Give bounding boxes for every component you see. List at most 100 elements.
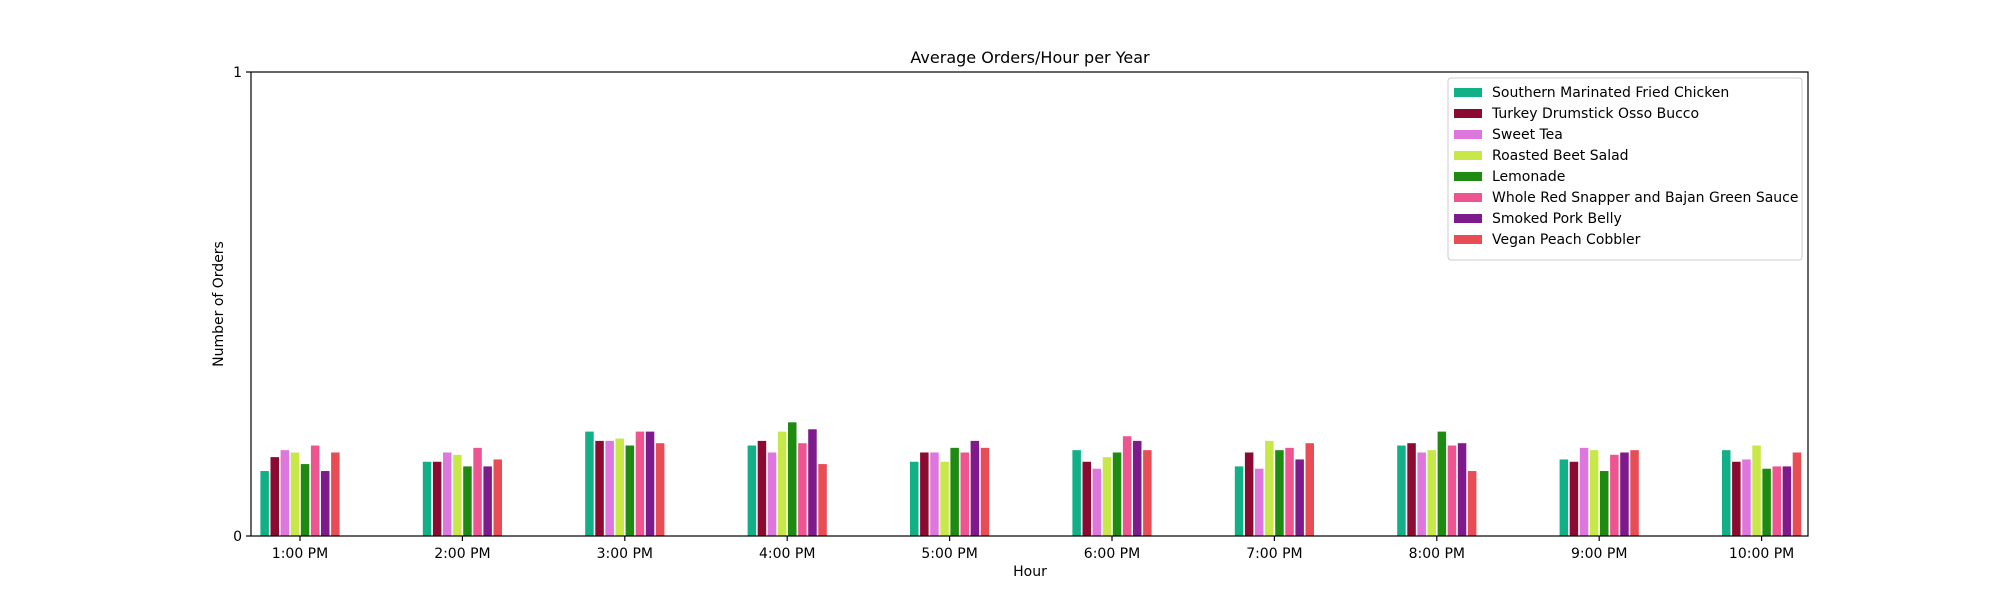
bar-smoked-pork-belly-7 [1457,443,1467,536]
legend-swatch [1454,235,1482,244]
bar-turkey-drumstick-osso-bucco-8 [1569,461,1579,536]
bar-lemonade-5 [1112,452,1122,536]
bar-southern-marinated-fried-chicken-5 [1072,450,1081,536]
legend-swatch [1454,172,1482,181]
bar-turkey-drumstick-osso-bucco-2 [595,440,604,536]
bar-roasted-beet-salad-2 [615,438,624,536]
bar-lemonade-6 [1275,450,1284,536]
bar-vegan-peach-cobbler-7 [1467,471,1477,536]
bar-lemonade-4 [950,447,959,536]
bar-roasted-beet-salad-6 [1265,440,1274,536]
x-tick-label: 9:00 PM [1571,546,1627,562]
bar-whole-red-snapper-and-bajan-green-sauce-0 [310,445,320,536]
bar-turkey-drumstick-osso-bucco-5 [1082,461,1091,536]
bar-lemonade-2 [625,445,635,536]
x-axis-label: Hour [1013,564,1047,580]
bar-roasted-beet-salad-9 [1752,445,1761,536]
bar-whole-red-snapper-and-bajan-green-sauce-5 [1122,436,1132,536]
bar-whole-red-snapper-and-bajan-green-sauce-2 [635,431,645,536]
legend-label: Roasted Beet Salad [1492,148,1629,164]
x-tick-label: 5:00 PM [921,546,977,562]
bar-smoked-pork-belly-9 [1782,466,1792,536]
bar-turkey-drumstick-osso-bucco-0 [270,457,279,536]
x-tick-label: 8:00 PM [1409,546,1465,562]
legend-label: Lemonade [1492,169,1565,185]
bar-southern-marinated-fried-chicken-3 [747,445,757,536]
bar-turkey-drumstick-osso-bucco-4 [920,452,929,536]
bar-turkey-drumstick-osso-bucco-1 [432,461,442,536]
bar-southern-marinated-fried-chicken-7 [1397,445,1406,536]
bar-sweet-tea-4 [930,452,939,536]
legend-swatch [1454,130,1482,139]
bar-whole-red-snapper-and-bajan-green-sauce-8 [1610,454,1619,536]
bar-turkey-drumstick-osso-bucco-3 [757,440,767,536]
bar-whole-red-snapper-and-bajan-green-sauce-7 [1447,445,1457,536]
bar-sweet-tea-0 [280,450,290,536]
legend-swatch [1454,109,1482,118]
bar-sweet-tea-6 [1255,468,1264,536]
bar-southern-marinated-fried-chicken-1 [422,461,432,536]
bar-vegan-peach-cobbler-1 [493,459,502,536]
legend-label: Whole Red Snapper and Bajan Green Sauce [1492,190,1798,206]
bar-smoked-pork-belly-2 [645,431,655,536]
bar-sweet-tea-7 [1417,452,1426,536]
y-axis-label: Number of Orders [211,241,227,367]
legend-label: Turkey Drumstick Osso Bucco [1491,106,1699,122]
legend: Southern Marinated Fried Chicken Turkey D… [1447,77,1803,261]
legend-swatch [1454,193,1482,202]
plot-frame [250,71,1809,537]
bar-lemonade-7 [1437,431,1447,536]
y-axis-ticks: 01 [233,65,251,545]
bar-whole-red-snapper-and-bajan-green-sauce-9 [1772,466,1781,536]
bar-sweet-tea-8 [1579,447,1589,536]
x-tick-label: 6:00 PM [1084,546,1140,562]
legend-label: Sweet Tea [1492,127,1563,143]
bar-roasted-beet-salad-7 [1427,450,1436,536]
bar-lemonade-0 [300,464,310,536]
bar-whole-red-snapper-and-bajan-green-sauce-4 [960,452,969,536]
bar-sweet-tea-1 [443,452,452,536]
x-tick-label: 10:00 PM [1729,546,1794,562]
bar-lemonade-1 [463,466,472,536]
x-tick-label: 3:00 PM [597,546,653,562]
bar-lemonade-8 [1600,471,1609,536]
bar-smoked-pork-belly-6 [1295,459,1304,536]
bar-southern-marinated-fried-chicken-9 [1722,450,1731,536]
y-tick-label: 1 [233,65,242,81]
legend-frame [1447,77,1803,261]
bar-southern-marinated-fried-chicken-0 [260,471,269,536]
bar-vegan-peach-cobbler-0 [331,452,340,536]
bar-roasted-beet-salad-0 [290,452,300,536]
x-tick-label: 7:00 PM [1246,546,1302,562]
x-tick-label: 4:00 PM [759,546,815,562]
bar-whole-red-snapper-and-bajan-green-sauce-1 [473,447,482,536]
bar-smoked-pork-belly-1 [483,466,492,536]
bar-southern-marinated-fried-chicken-4 [910,461,919,536]
legend-label: Vegan Peach Cobbler [1492,232,1641,248]
bar-smoked-pork-belly-0 [321,471,330,536]
bar-southern-marinated-fried-chicken-8 [1559,459,1569,536]
bar-smoked-pork-belly-4 [970,440,980,536]
bar-roasted-beet-salad-8 [1589,450,1599,536]
x-tick-label: 1:00 PM [272,546,328,562]
bar-turkey-drumstick-osso-bucco-6 [1244,452,1254,536]
bar-southern-marinated-fried-chicken-6 [1234,466,1244,536]
bar-smoked-pork-belly-5 [1133,440,1142,536]
bar-whole-red-snapper-and-bajan-green-sauce-6 [1285,447,1294,536]
bar-sweet-tea-5 [1092,468,1102,536]
legend-swatch [1454,88,1482,97]
bar-roasted-beet-salad-1 [453,454,462,536]
bar-vegan-peach-cobbler-3 [818,464,827,536]
bars-group [260,422,1802,536]
bar-vegan-peach-cobbler-4 [980,447,990,536]
bar-turkey-drumstick-osso-bucco-7 [1407,443,1416,536]
bar-vegan-peach-cobbler-5 [1143,450,1152,536]
bar-sweet-tea-9 [1742,459,1751,536]
legend-swatch [1454,151,1482,160]
bar-vegan-peach-cobbler-8 [1630,450,1639,536]
bar-roasted-beet-salad-4 [940,461,949,536]
legend-swatch [1454,214,1482,223]
bar-vegan-peach-cobbler-6 [1305,443,1314,536]
bar-roasted-beet-salad-5 [1102,457,1112,536]
